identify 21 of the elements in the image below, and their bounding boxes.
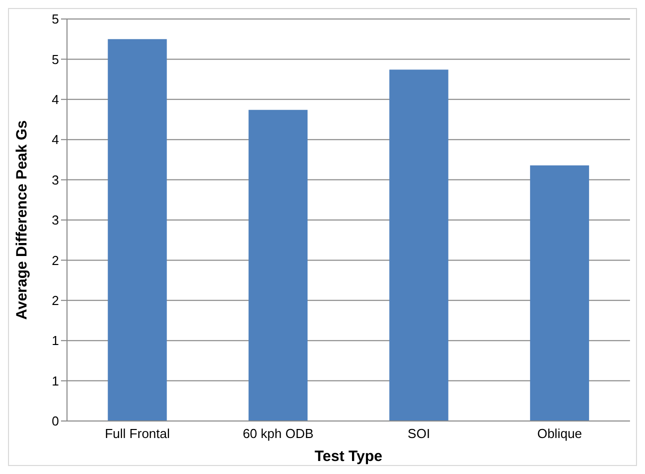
y-tick-label: 4 [52,132,59,148]
y-tick-label: 5 [52,52,59,67]
bar [530,165,590,421]
y-axis-title: Average Difference Peak Gs [13,120,30,320]
x-tick-label: 60 kph ODB [242,426,314,442]
y-tick-label: 1 [52,333,59,348]
y-tick-label: 1 [52,373,59,388]
x-tick-label: Oblique [537,426,582,442]
bar [108,39,167,421]
y-tick-label: 5 [52,12,59,27]
y-tick-label: 0 [52,414,59,429]
bar [389,70,448,421]
bar [248,110,308,421]
x-tick-label: SOI [408,426,430,442]
y-tick-label: 4 [52,92,59,108]
y-tick-label: 3 [52,172,59,188]
x-axis-title: Test Type [314,448,382,465]
y-tick-label: 3 [52,212,59,228]
y-tick-label: 2 [52,252,59,268]
x-tick-label: Full Frontal [104,426,170,442]
y-tick-label: 2 [52,293,59,308]
